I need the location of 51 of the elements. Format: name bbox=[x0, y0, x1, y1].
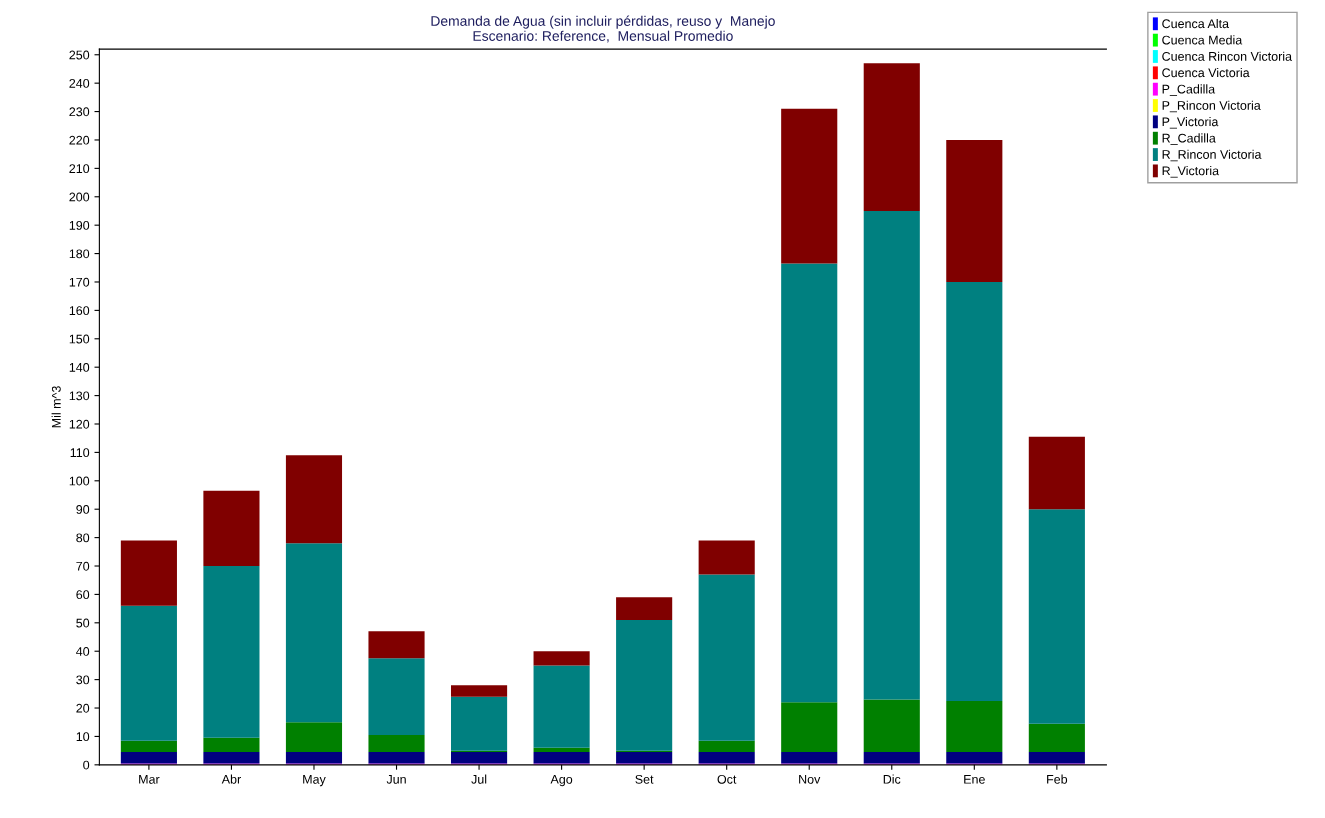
y-tick-label: 90 bbox=[76, 505, 90, 514]
y-tick-label: 10 bbox=[76, 732, 90, 742]
legend-label: Cuenca Media bbox=[1162, 35, 1243, 45]
y-tick-label: 120 bbox=[69, 419, 90, 429]
y-tick-label: 140 bbox=[69, 362, 90, 372]
x-tick-label: Feb bbox=[1047, 774, 1068, 784]
y-tick-label: 0 bbox=[83, 760, 90, 770]
legend-label: R_Victoria bbox=[1162, 166, 1220, 178]
y-tick-label: 180 bbox=[69, 249, 90, 259]
y-tick-label: 20 bbox=[76, 703, 90, 713]
y-tick-label: 50 bbox=[76, 618, 90, 628]
y-tick-label: 130 bbox=[69, 391, 90, 401]
y-tick-label: 100 bbox=[69, 476, 90, 486]
x-tick-label: Oct bbox=[717, 774, 737, 784]
x-tick-label: Set bbox=[635, 774, 654, 784]
legend-label: Cuenca Rincon Victoria bbox=[1162, 51, 1293, 61]
legend-label: Cuenca Alta bbox=[1162, 18, 1230, 29]
legend-label: R_Rincon Victoria bbox=[1162, 149, 1262, 162]
y-tick-label: 110 bbox=[70, 448, 90, 458]
y-tick-label: 170 bbox=[69, 277, 90, 287]
x-tick-label: May bbox=[303, 775, 326, 787]
x-tick-label: Nov bbox=[799, 775, 821, 784]
y-tick-label: 220 bbox=[69, 135, 90, 145]
y-tick-label: 240 bbox=[69, 78, 90, 88]
y-tick-label: 70 bbox=[76, 561, 90, 571]
y-tick-label: 250 bbox=[69, 50, 90, 60]
x-tick-label: Ago bbox=[550, 775, 573, 787]
x-tick-label: Abr bbox=[221, 774, 241, 784]
y-tick-label: 200 bbox=[69, 192, 90, 202]
x-tick-label: Ene bbox=[964, 775, 985, 784]
chart-subtitle: Escenario: Reference, Mensual Promedio bbox=[473, 30, 733, 43]
legend-label: Cuenca Victoria bbox=[1162, 67, 1250, 78]
chart-title: Demanda de Agua (sin incluir pérdidas, reuso y Manejo bbox=[431, 15, 775, 29]
y-tick-label: 230 bbox=[69, 107, 90, 117]
y-tick-label: 80 bbox=[76, 533, 90, 543]
legend-label: R_Cadilla bbox=[1162, 133, 1216, 145]
legend-label: P_Rincon Victoria bbox=[1162, 100, 1261, 113]
y-tick-label: 150 bbox=[69, 334, 90, 344]
y-tick-label: 40 bbox=[76, 647, 90, 656]
x-tick-label: Jun bbox=[386, 775, 406, 784]
y-tick-label: 190 bbox=[69, 220, 90, 230]
y-tick-label: 60 bbox=[76, 590, 90, 600]
x-tick-label: Jul bbox=[471, 774, 487, 784]
x-tick-label: Mar bbox=[139, 775, 160, 784]
y-tick-label: 30 bbox=[76, 675, 90, 685]
x-tick-label: Dic bbox=[883, 774, 901, 784]
y-tick-label: 210 bbox=[69, 164, 90, 174]
legend-label: P_Cadilla bbox=[1162, 84, 1216, 96]
y-tick-label: 160 bbox=[69, 306, 90, 316]
y-axis-title: Mil m^3 bbox=[51, 386, 61, 428]
legend-label: P_Victoria bbox=[1162, 117, 1219, 129]
